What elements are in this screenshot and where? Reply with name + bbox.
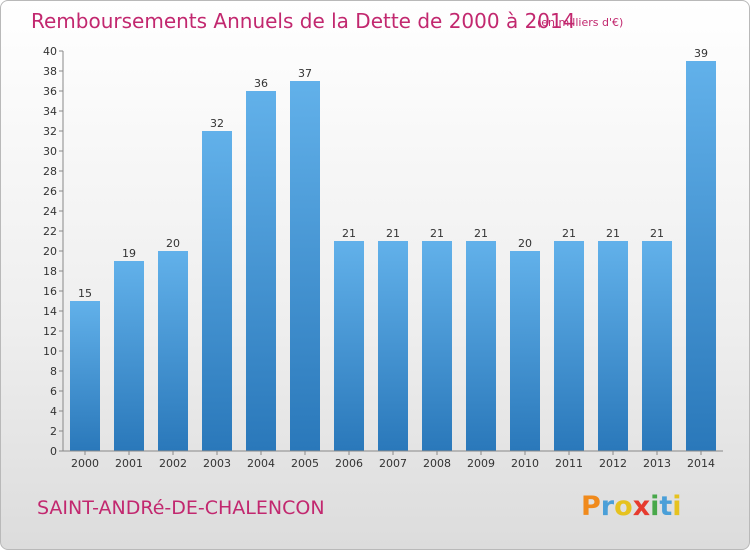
bar: [334, 241, 364, 451]
x-tick-label: 2001: [115, 457, 143, 470]
bar: [114, 261, 144, 451]
y-tick-label: 2: [50, 425, 57, 438]
bar: [290, 81, 320, 451]
x-tick-label: 2007: [379, 457, 407, 470]
y-tick-label: 28: [43, 165, 57, 178]
x-tick-label: 2000: [71, 457, 99, 470]
y-tick-label: 38: [43, 65, 57, 78]
commune-name: SAINT-ANDRé-DE-CHALENCON: [37, 497, 325, 519]
x-tick-label: 2005: [291, 457, 319, 470]
chart-subtitle: (en milliers d'€): [537, 16, 624, 29]
bar-value-label: 21: [386, 227, 400, 240]
y-tick-label: 40: [43, 45, 57, 58]
x-tick-label: 2012: [599, 457, 627, 470]
x-tick-label: 2010: [511, 457, 539, 470]
y-tick-label: 6: [50, 385, 57, 398]
bar-value-label: 32: [210, 117, 224, 130]
bar: [246, 91, 276, 451]
bar: [378, 241, 408, 451]
y-tick-label: 8: [50, 365, 57, 378]
proxiti-logo: Proxiti: [581, 491, 682, 522]
bar-value-label: 39: [694, 47, 708, 60]
bar: [158, 251, 188, 451]
x-tick-label: 2002: [159, 457, 187, 470]
bar: [642, 241, 672, 451]
bar-value-label: 21: [562, 227, 576, 240]
logo-letter: P: [581, 491, 601, 522]
x-tick-label: 2009: [467, 457, 495, 470]
bar: [422, 241, 452, 451]
y-tick-label: 0: [50, 445, 57, 458]
logo-letter: o: [614, 491, 633, 522]
bar: [70, 301, 100, 451]
chart-title: Remboursements Annuels de la Dette de 20…: [31, 9, 576, 33]
bar-value-label: 15: [78, 287, 92, 300]
y-tick-label: 12: [43, 325, 57, 338]
bar-value-label: 36: [254, 77, 268, 90]
y-tick-label: 22: [43, 225, 57, 238]
bar-value-label: 37: [298, 67, 312, 80]
y-tick-label: 30: [43, 145, 57, 158]
y-tick-label: 36: [43, 85, 57, 98]
x-tick-label: 2006: [335, 457, 363, 470]
bar-value-label: 21: [650, 227, 664, 240]
bar-value-label: 21: [342, 227, 356, 240]
bar: [554, 241, 584, 451]
x-tick-label: 2013: [643, 457, 671, 470]
bar: [510, 251, 540, 451]
y-tick-label: 10: [43, 345, 57, 358]
logo-letter: x: [632, 491, 651, 522]
y-tick-label: 16: [43, 285, 57, 298]
x-tick-label: 2003: [203, 457, 231, 470]
bar: [466, 241, 496, 451]
y-tick-label: 34: [43, 105, 57, 118]
bar-value-label: 19: [122, 247, 136, 260]
x-tick-label: 2008: [423, 457, 451, 470]
bar: [686, 61, 716, 451]
bar-value-label: 20: [518, 237, 532, 250]
y-tick-label: 14: [43, 305, 57, 318]
x-tick-label: 2011: [555, 457, 583, 470]
bar-value-label: 20: [166, 237, 180, 250]
logo-letter: r: [600, 491, 615, 522]
x-tick-label: 2004: [247, 457, 275, 470]
bar-value-label: 21: [474, 227, 488, 240]
y-tick-label: 24: [43, 205, 57, 218]
bar: [202, 131, 232, 451]
y-tick-label: 20: [43, 245, 57, 258]
bar-value-label: 21: [430, 227, 444, 240]
y-tick-label: 4: [50, 405, 57, 418]
logo-letter: t: [659, 491, 673, 522]
bar-value-label: 21: [606, 227, 620, 240]
bar: [598, 241, 628, 451]
y-tick-label: 32: [43, 125, 57, 138]
x-tick-label: 2014: [687, 457, 715, 470]
logo-letter: i: [650, 491, 660, 522]
y-tick-label: 26: [43, 185, 57, 198]
logo-letter: i: [672, 491, 682, 522]
y-tick-label: 18: [43, 265, 57, 278]
